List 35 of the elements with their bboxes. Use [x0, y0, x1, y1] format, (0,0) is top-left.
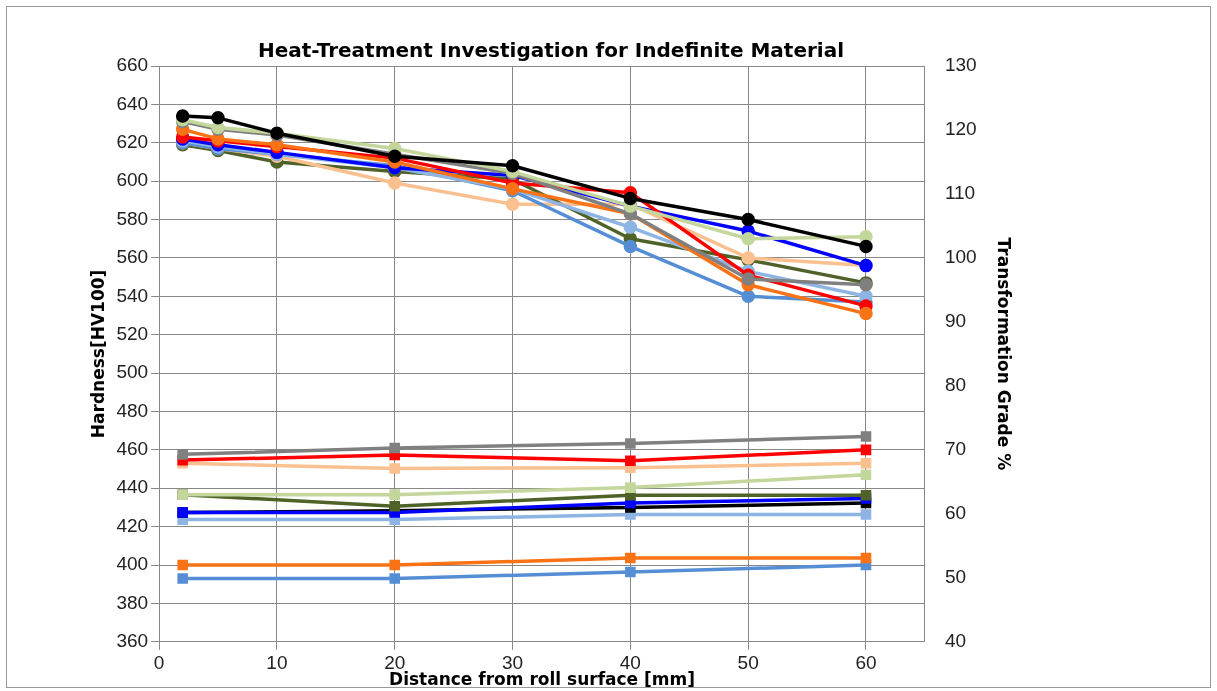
- y2-tick-label: 120: [944, 118, 977, 140]
- y-tick-label: 380: [116, 591, 149, 613]
- x-tick-label: 60: [855, 652, 877, 674]
- y2-tick-label: 90: [944, 310, 967, 332]
- y-axis-title: Hardness[HV100]: [87, 269, 108, 439]
- y-tick-label: 560: [116, 246, 149, 268]
- y-tick-label: 660: [116, 54, 149, 76]
- y2-tick-label: 50: [944, 566, 967, 588]
- y-tick-label: 520: [116, 322, 149, 344]
- y2-axis-title: Transformation Grade %: [994, 237, 1015, 471]
- chart-title: Heat-Treatment Investigation for Indefinite Material: [257, 38, 845, 63]
- y-tick-label: 420: [116, 514, 149, 536]
- y2-tick-label: 110: [944, 182, 976, 204]
- y-tick-label: 400: [116, 553, 149, 575]
- x-tick-label: 0: [153, 652, 165, 674]
- y-tick-label: 480: [116, 399, 149, 421]
- y2-tick-label: 80: [944, 374, 967, 396]
- y-tick-label: 620: [116, 131, 149, 153]
- x-tick-label: 10: [266, 652, 288, 674]
- x-tick-label: 50: [737, 652, 759, 674]
- y-tick-label: 540: [116, 284, 149, 306]
- y-tick-label: 600: [116, 169, 149, 191]
- y2-tick-label: 130: [944, 54, 977, 76]
- y-tick-label: 360: [116, 630, 149, 652]
- y-tick-label: 580: [116, 207, 149, 229]
- y2-tick-label: 60: [944, 502, 967, 524]
- y2-tick-label: 100: [944, 246, 977, 268]
- x-tick-label: 30: [501, 652, 524, 674]
- y-tick-label: 440: [116, 476, 149, 498]
- y-tick-label: 640: [116, 92, 149, 114]
- y-tick-label: 460: [116, 438, 149, 460]
- x-tick-label: 40: [619, 652, 641, 674]
- y2-tick-label: 70: [944, 438, 967, 460]
- y2-tick-label: 40: [944, 630, 967, 652]
- y-tick-label: 500: [116, 361, 149, 383]
